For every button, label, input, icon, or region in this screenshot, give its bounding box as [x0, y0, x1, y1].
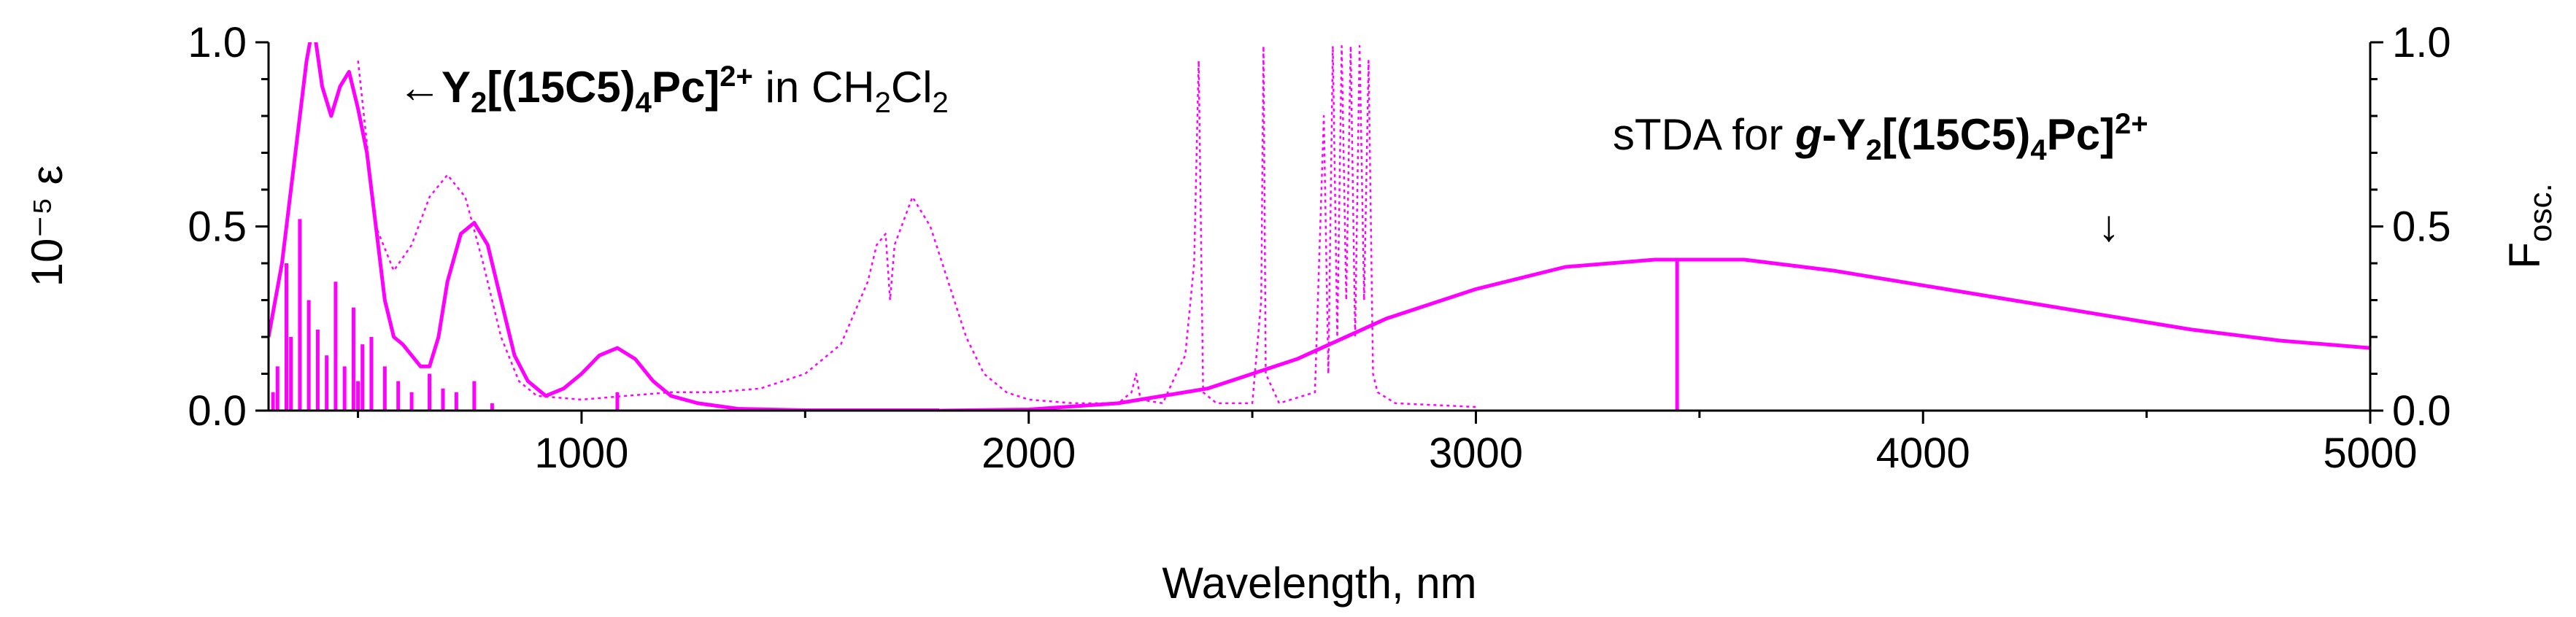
stda-formula-y: -Y	[1822, 110, 1866, 159]
x-tick-label: 5000	[2323, 430, 2417, 477]
stda-sub-1: 2	[1866, 134, 1882, 166]
stda-formula-mid: [(15C5)	[1882, 110, 2030, 159]
y-right-tick-label: 0.0	[2392, 387, 2451, 435]
experimental-formula-mid: [(15C5)	[487, 63, 635, 112]
plot-area	[269, 42, 2370, 411]
y-left-tick-label: 0.5	[188, 203, 247, 251]
stda-arrow: ↓	[2098, 201, 2120, 250]
y-axis-title-right: Fosc.	[2500, 183, 2558, 268]
axes	[255, 41, 2383, 424]
series-line-1	[269, 42, 940, 411]
stda-sub-2: 4	[2030, 134, 2047, 166]
y-left-tick-label: 0.0	[188, 387, 247, 435]
x-tick-label: 3000	[1429, 430, 1523, 477]
x-tick-label: 1000	[534, 430, 628, 477]
stda-prefix: sTDA for	[1613, 110, 1795, 159]
experimental-sub-3: 2	[875, 87, 891, 119]
x-tick-label: 4000	[1876, 430, 1970, 477]
experimental-formula-y: Y	[441, 63, 471, 112]
f-osc-main: F	[2500, 242, 2549, 269]
stda-g: g	[1794, 110, 1822, 159]
stda-formula-end: Pc]	[2047, 110, 2115, 159]
experimental-formula-end: Pc]	[652, 63, 720, 112]
experimental-sup: 2+	[720, 61, 753, 93]
x-tick-label: 2000	[982, 430, 1076, 477]
y-right-tick-label: 0.5	[2392, 203, 2451, 251]
y-right-tick-label: 1.0	[2392, 19, 2451, 66]
series-line-2	[939, 257, 2370, 411]
experimental-solvent: in CH	[753, 63, 875, 112]
y-axis-title-left: 10⁻⁵ ε	[23, 166, 72, 287]
experimental-arrow: ←	[398, 63, 441, 112]
stda-label: sTDA for g-Y2[(15C5)4Pc]2+	[1613, 108, 2148, 166]
experimental-label: ←Y2[(15C5)4Pc]2+ in CH2Cl2	[398, 61, 949, 119]
experimental-sub-4: 2	[933, 87, 949, 119]
experimental-sub-2: 4	[636, 87, 652, 119]
f-osc-sub: osc.	[2523, 183, 2558, 242]
stda-sup: 2+	[2115, 108, 2148, 140]
x-axis-title: Wavelength, nm	[1162, 559, 1476, 608]
y-left-tick-label: 1.0	[188, 19, 247, 66]
experimental-cl: Cl	[891, 63, 933, 112]
series-line-3	[357, 44, 1476, 408]
experimental-sub-1: 2	[471, 87, 487, 119]
